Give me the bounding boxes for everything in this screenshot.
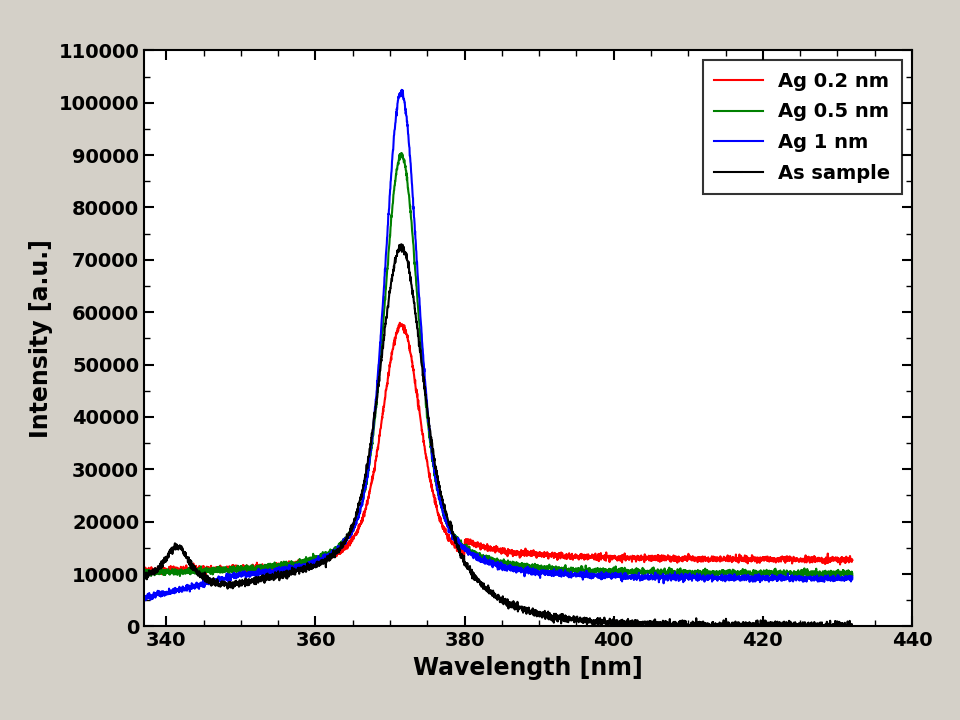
Ag 1 nm [396,86,407,94]
Ag 1 nm [441,516,452,525]
As sample [441,511,452,520]
Ag 0.2 nm [756,553,768,562]
Line: Ag 1 nm: Ag 1 nm [144,90,852,600]
Line: Ag 0.5 nm: Ag 0.5 nm [144,153,852,578]
As sample [138,570,150,578]
Ag 0.5 nm [825,574,836,582]
Ag 1 nm [138,595,150,604]
Ag 1 nm [756,572,768,580]
Ag 1 nm [140,596,152,605]
Ag 1 nm [833,575,845,583]
As sample [756,619,768,628]
Ag 0.5 nm [138,571,150,580]
Ag 0.2 nm [394,318,405,327]
Ag 1 nm [261,567,273,576]
Ag 0.2 nm [833,554,845,563]
Ag 0.5 nm [410,272,421,281]
Ag 0.5 nm [396,149,407,158]
Ag 0.5 nm [441,520,452,528]
As sample [261,572,273,580]
As sample [396,240,407,248]
As sample [219,577,230,586]
Ag 0.5 nm [847,571,858,580]
Y-axis label: Intensity [a.u.]: Intensity [a.u.] [29,239,53,438]
Legend: Ag 0.2 nm, Ag 0.5 nm, Ag 1 nm, As sample: Ag 0.2 nm, Ag 0.5 nm, Ag 1 nm, As sample [703,60,902,194]
Ag 0.5 nm [756,568,768,577]
Ag 0.2 nm [138,565,150,574]
Ag 0.2 nm [200,570,211,579]
Ag 0.2 nm [441,529,452,538]
As sample [410,313,421,322]
Ag 0.5 nm [833,569,845,577]
Ag 0.2 nm [219,565,230,574]
Ag 1 nm [219,575,230,583]
Ag 0.2 nm [410,386,421,395]
Ag 0.5 nm [261,562,273,571]
As sample [833,620,845,629]
X-axis label: Wavelength [nm]: Wavelength [nm] [413,656,643,680]
Ag 1 nm [410,246,421,254]
As sample [847,622,858,631]
Ag 1 nm [847,573,858,582]
Line: As sample: As sample [144,244,852,626]
As sample [601,622,612,631]
Ag 0.2 nm [847,556,858,564]
Ag 0.2 nm [261,562,273,570]
Ag 0.5 nm [219,567,230,576]
Line: Ag 0.2 nm: Ag 0.2 nm [144,323,852,575]
